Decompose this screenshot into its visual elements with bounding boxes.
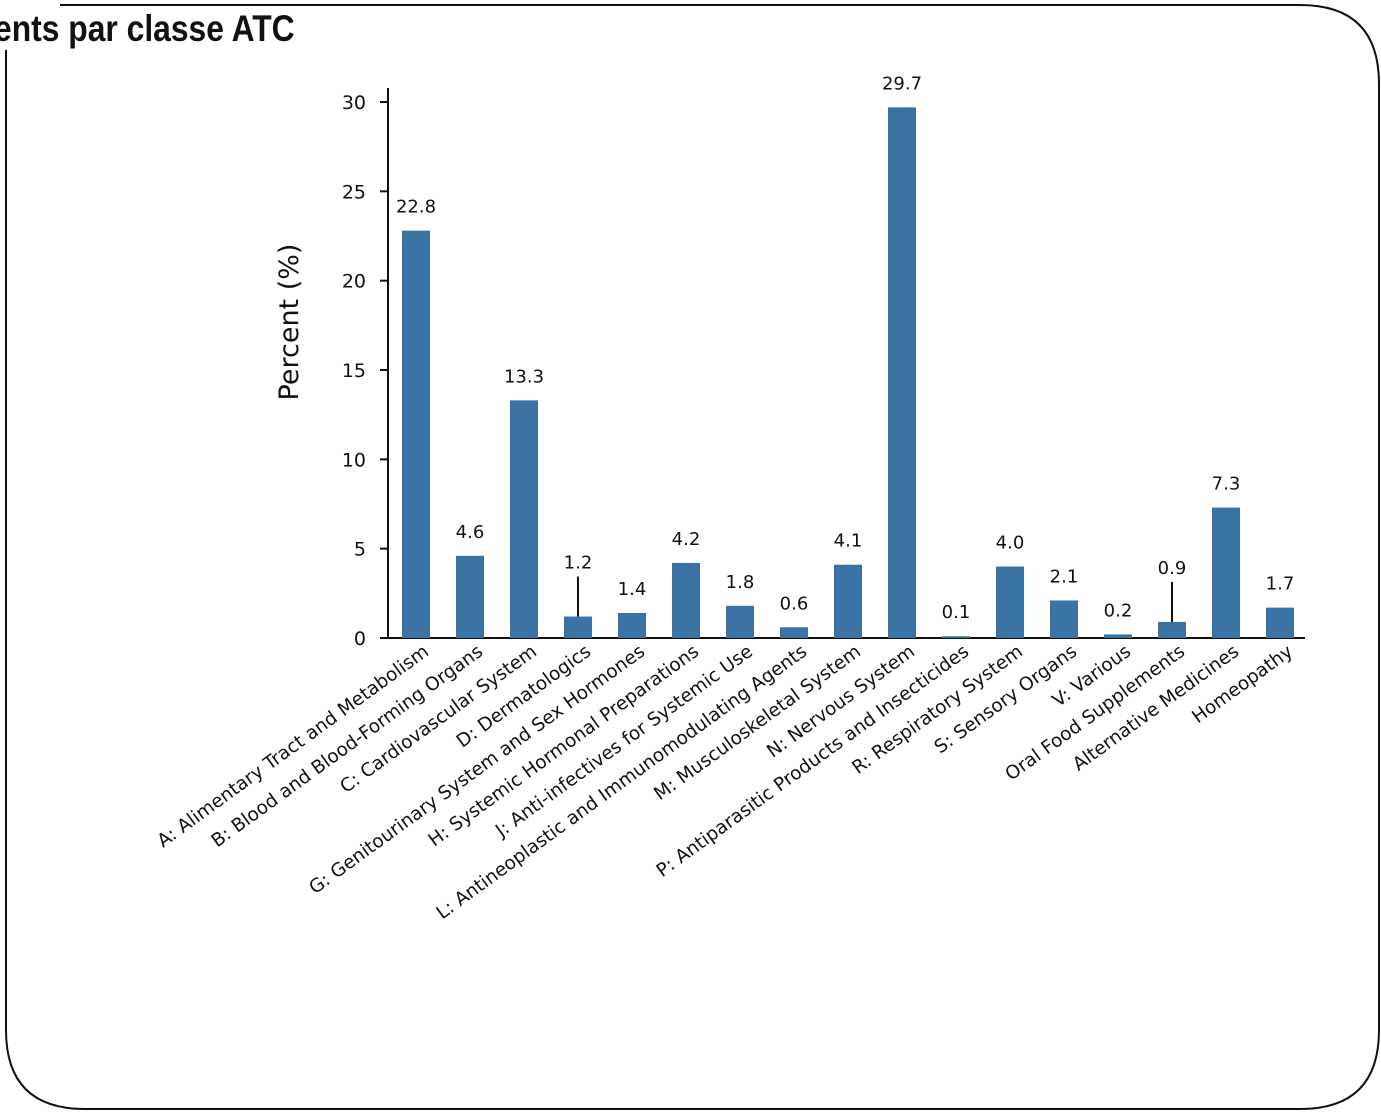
data-label: 1.2 bbox=[564, 553, 593, 574]
bar bbox=[402, 230, 430, 638]
bar bbox=[834, 564, 862, 638]
y-axis: 0 5 10 15 20 25 30 bbox=[342, 88, 389, 650]
data-label: 7.3 bbox=[1212, 474, 1241, 495]
data-label: 0.9 bbox=[1158, 558, 1187, 579]
bar bbox=[1104, 634, 1132, 638]
bar bbox=[510, 400, 538, 638]
data-label: 1.7 bbox=[1266, 574, 1295, 595]
bar bbox=[996, 566, 1024, 638]
bar bbox=[564, 616, 592, 638]
bar bbox=[618, 612, 646, 638]
y-tick-label: 15 bbox=[342, 360, 366, 382]
data-label: 0.6 bbox=[780, 593, 809, 614]
data-label: 4.0 bbox=[996, 533, 1025, 554]
y-tick-label: 30 bbox=[342, 92, 366, 114]
data-label: 1.4 bbox=[618, 579, 647, 600]
bar bbox=[780, 627, 808, 638]
bar bbox=[726, 605, 754, 638]
bar bbox=[672, 562, 700, 638]
bar bbox=[888, 107, 916, 639]
data-label: 4.6 bbox=[456, 522, 485, 543]
bars bbox=[402, 107, 1294, 639]
data-label: 22.8 bbox=[396, 197, 436, 218]
bar bbox=[1050, 600, 1078, 638]
data-label: 2.1 bbox=[1050, 566, 1079, 587]
y-tick-label: 25 bbox=[342, 181, 366, 203]
y-tick-label: 5 bbox=[354, 539, 366, 561]
y-tick-label: 0 bbox=[354, 628, 366, 650]
y-axis-title: Percent (%) bbox=[274, 244, 305, 401]
data-labels: 22.8 4.6 13.3 1.2 1.4 4.2 1.8 0.6 4.1 29.7 0.1 4.0 2… bbox=[396, 73, 1294, 623]
bar bbox=[1266, 607, 1294, 638]
bar bbox=[942, 636, 970, 638]
bar bbox=[1158, 621, 1186, 638]
data-label: 29.7 bbox=[882, 73, 922, 94]
bar bbox=[1212, 507, 1240, 638]
data-label: 0.2 bbox=[1104, 600, 1133, 621]
data-label: 1.8 bbox=[726, 572, 755, 593]
data-label: 4.2 bbox=[672, 529, 701, 550]
bar bbox=[456, 555, 484, 638]
y-tick-label: 10 bbox=[342, 449, 366, 471]
y-tick-label: 20 bbox=[342, 271, 366, 293]
data-label: 0.1 bbox=[942, 602, 971, 623]
data-label: 13.3 bbox=[504, 366, 544, 387]
slide-title: ents par classe ATC bbox=[0, 8, 316, 50]
data-label: 4.1 bbox=[834, 531, 863, 552]
